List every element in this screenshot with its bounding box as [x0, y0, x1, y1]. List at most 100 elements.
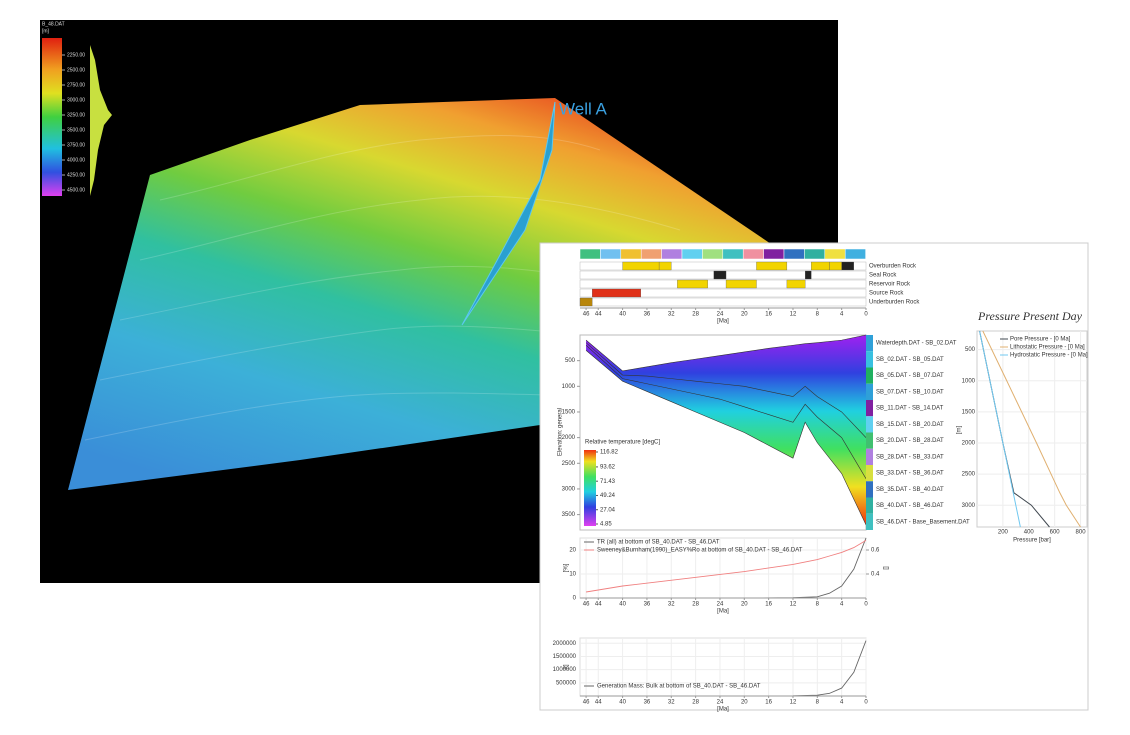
y-tick-label: 500 — [565, 358, 576, 364]
legend-tick-label: 116.82 — [600, 450, 619, 456]
legend-label: Pore Pressure - [0 Ma] — [1010, 337, 1071, 343]
header-cell — [702, 248, 724, 260]
legend-label: Hydrostatic Pressure - [0 Ma] — [1010, 353, 1088, 359]
layer-swatch — [866, 497, 873, 514]
x-tick-label: 28 — [692, 312, 699, 318]
y2-tick-label: 0.4 — [871, 572, 880, 578]
y-tick-label: 2500 — [962, 472, 976, 478]
event-row — [579, 261, 867, 271]
layer-label: SB_07.DAT - SB_10.DAT — [876, 389, 944, 395]
x-tick-label: 12 — [790, 700, 797, 706]
x-tick-label: 600 — [1050, 530, 1061, 536]
layer-label: SB_46.DAT - Base_Basement.DAT — [876, 519, 970, 525]
layer-swatch — [866, 432, 873, 449]
event-row — [579, 288, 867, 298]
x-tick-label: 44 — [595, 312, 602, 318]
layer-label: SB_05.DAT - SB_07.DAT — [876, 373, 944, 379]
header-cell — [640, 248, 662, 260]
colorbar-tick-label: 3500.00 — [67, 127, 85, 133]
x-tick-label: 24 — [717, 700, 724, 706]
x-axis-label: [Ma] — [717, 609, 729, 615]
chart-title: Pressure Present Day — [977, 309, 1083, 323]
x-tick-label: 24 — [717, 602, 724, 608]
panel-background — [539, 242, 1089, 711]
event-row-label: Reservoir Rock — [869, 282, 911, 288]
y2-axis-label: [] — [884, 566, 890, 570]
legend-label: Lithostatic Pressure - [0 Ma] — [1010, 345, 1085, 351]
layer-label: SB_02.DAT - SB_05.DAT — [876, 357, 944, 363]
header-cell — [661, 248, 683, 260]
header-cell — [783, 248, 805, 260]
header-cell — [681, 248, 703, 260]
x-tick-label: 28 — [692, 700, 699, 706]
series-line — [982, 330, 1081, 528]
x-tick-label: 0 — [864, 700, 868, 706]
layer-label: SB_11.DAT - SB_14.DAT — [876, 406, 944, 412]
horizon-line — [585, 342, 867, 438]
x-tick-label: 16 — [765, 602, 772, 608]
header-cell — [824, 248, 846, 260]
legend-tick-label: 93.62 — [600, 464, 616, 470]
x-axis-label: Pressure [bar] — [1013, 538, 1051, 544]
well-trajectory — [461, 101, 556, 326]
y-tick-label: 1000 — [962, 378, 976, 384]
layer-swatch — [866, 335, 873, 352]
x-tick-label: 40 — [619, 602, 626, 608]
header-cell — [804, 248, 826, 260]
header-cell — [579, 248, 601, 260]
y-tick-label: 1500 — [562, 410, 576, 416]
x-tick-label: 8 — [816, 602, 820, 608]
series-line — [586, 540, 867, 593]
viewer-unit: [m] — [42, 28, 50, 34]
header-cell — [763, 248, 785, 260]
legend-title: Relative temperature [degC] — [585, 440, 660, 446]
y-tick-label: 0 — [573, 596, 577, 602]
layer-label: SB_35.DAT - SB_40.DAT — [876, 487, 944, 493]
y-tick-label: 3000 — [562, 487, 576, 493]
legend-label: Sweeney&Burnham(1990)_EASY%Ro at bottom … — [597, 548, 803, 554]
x-tick-label: 16 — [765, 312, 772, 318]
x-tick-label: 8 — [816, 700, 820, 706]
y-tick-label: 1500000 — [553, 654, 577, 660]
series-line — [979, 330, 1021, 528]
legend-tick-label: 4.85 — [600, 522, 612, 528]
x-tick-label: 46 — [583, 700, 590, 706]
x-tick-label: 4 — [840, 700, 844, 706]
event-block — [841, 261, 854, 271]
x-tick-label: 16 — [765, 700, 772, 706]
legend-tick-label: 27.04 — [600, 507, 616, 513]
event-block — [811, 261, 830, 271]
colorbar-tick-label: 3000.00 — [67, 97, 85, 103]
event-block — [592, 288, 642, 298]
colorbar-tick-label: 4250.00 — [67, 172, 85, 178]
colorbar — [42, 38, 62, 196]
horizon-line — [585, 350, 867, 525]
y-tick-label: 20 — [569, 548, 576, 554]
x-tick-label: 8 — [816, 312, 820, 318]
x-tick-label: 44 — [595, 602, 602, 608]
event-block — [658, 261, 672, 271]
basin-panel: Overburden Rock Seal Rock Reservoir Rock So… — [539, 242, 1089, 713]
colorbar-tick-label: 2750.00 — [67, 82, 85, 88]
x-tick-label: 0 — [864, 602, 868, 608]
event-block — [756, 261, 788, 271]
horizon-line — [585, 334, 867, 372]
header-cell — [722, 248, 744, 260]
y-tick-label: 1500 — [962, 409, 976, 415]
layer-swatch — [866, 383, 873, 400]
x-tick-label: 28 — [692, 602, 699, 608]
y-tick-label: 2500 — [562, 461, 576, 467]
event-row — [579, 297, 867, 307]
layer-swatch — [866, 351, 873, 368]
x-tick-label: 44 — [595, 700, 602, 706]
event-block — [829, 261, 842, 271]
colorbar-tick-label: 3750.00 — [67, 142, 85, 148]
x-tick-label: 800 — [1076, 530, 1087, 536]
layer-swatch — [866, 400, 873, 417]
y-tick-label: 3000 — [962, 503, 976, 509]
x-tick-label: 4 — [840, 602, 844, 608]
header-cell — [600, 248, 622, 260]
layer-swatch — [866, 513, 873, 530]
layer-swatch — [866, 465, 873, 482]
y2-tick-label: 0.6 — [871, 548, 880, 554]
